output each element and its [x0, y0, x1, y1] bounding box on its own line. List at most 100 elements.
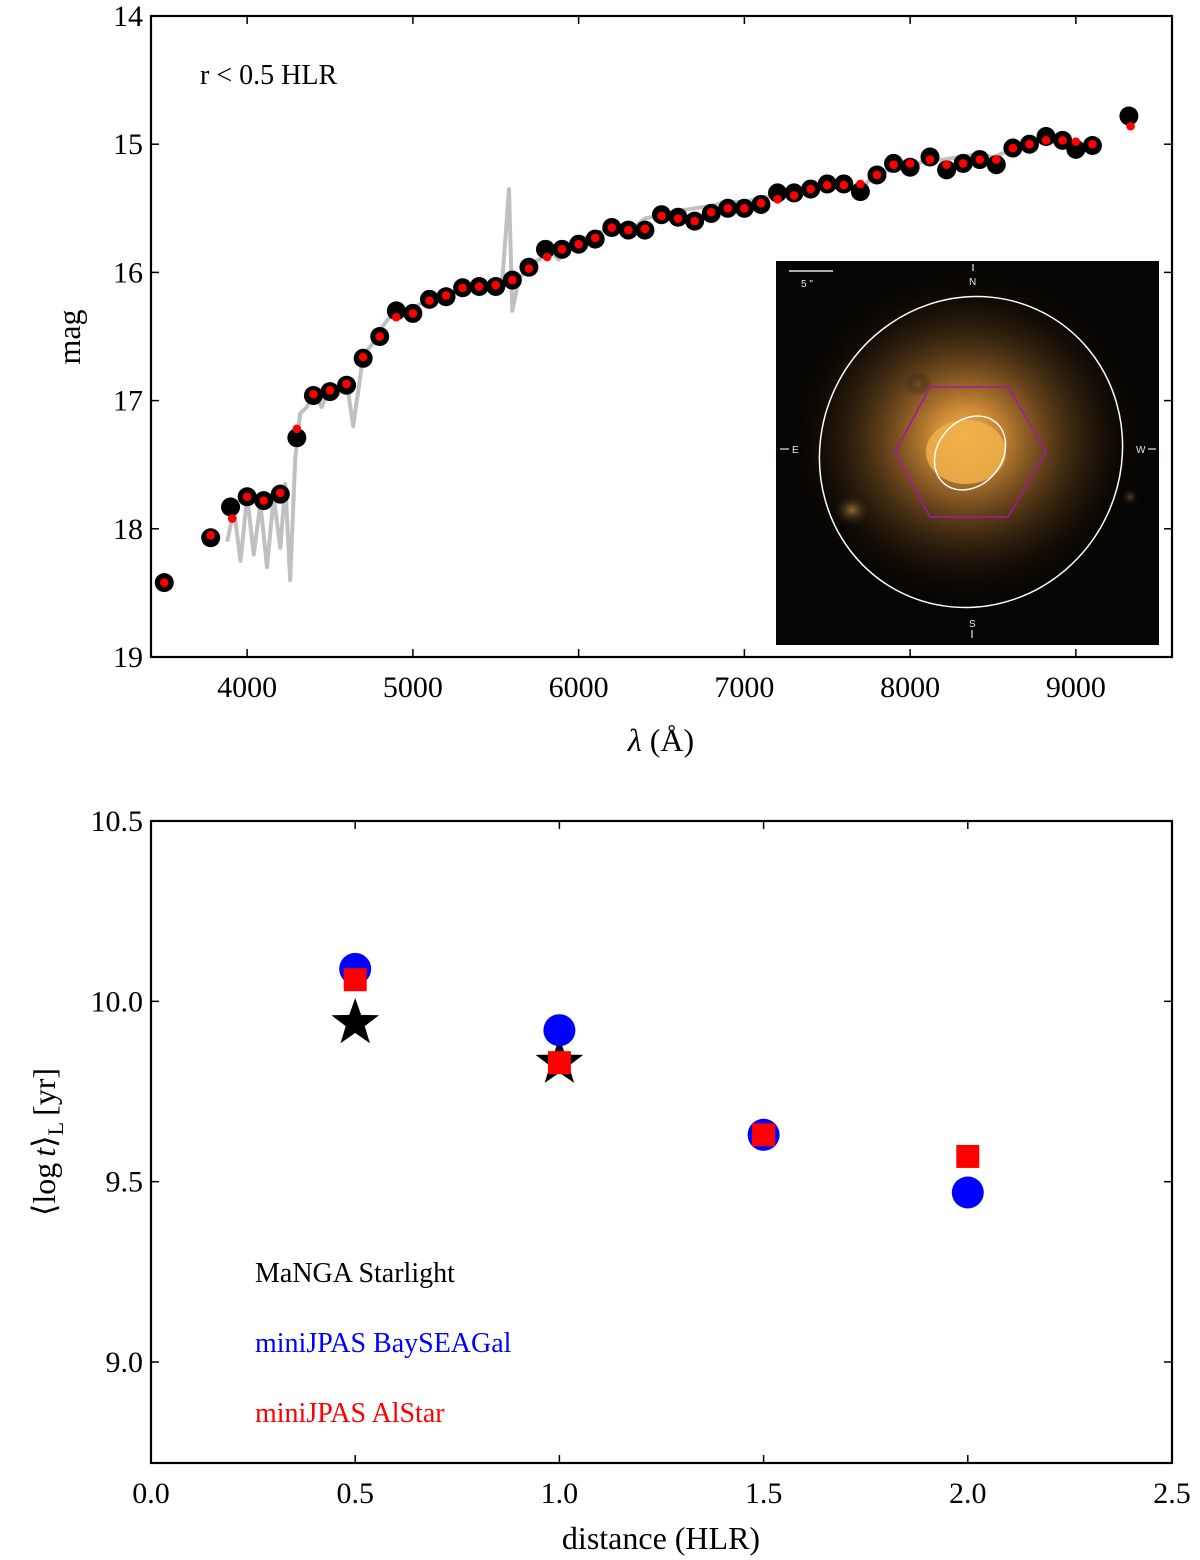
y-tick-label: 14	[113, 0, 143, 33]
legend-minijpas-alstar: miniJPAS AlStar	[255, 1398, 445, 1429]
model-point	[607, 223, 617, 232]
alstar-square	[956, 1144, 980, 1168]
model-point	[325, 386, 335, 395]
model-point	[905, 159, 915, 168]
manga-starlight-star	[331, 998, 379, 1044]
observed-point	[937, 160, 957, 180]
y-tick-label: 9.5	[106, 1166, 144, 1199]
companion-galaxy	[832, 493, 872, 527]
model-point	[227, 514, 237, 523]
model-point	[206, 530, 215, 540]
model-point	[856, 179, 865, 189]
alstar-square	[547, 1051, 571, 1075]
model-point	[358, 352, 368, 362]
x-tick-label: 5000	[383, 671, 443, 704]
model-point	[392, 312, 401, 322]
y-tick-label: 18	[113, 513, 143, 546]
model-point	[292, 424, 302, 434]
model-point	[789, 191, 799, 200]
model-point	[756, 198, 766, 208]
top-y-axis-label: mag	[51, 309, 87, 364]
bayseagal-circle	[951, 1176, 984, 1209]
model-point	[259, 496, 269, 505]
x-tick-label: 6000	[549, 671, 609, 704]
model-point	[1025, 139, 1034, 149]
spectrum-panel: 5 " N S E W r < 0.5 HLR 4000 5000 6000 7000…	[51, 0, 1174, 758]
alstar-square	[343, 968, 367, 992]
observed-point	[768, 183, 788, 203]
model-point	[706, 207, 716, 217]
model-point	[425, 296, 434, 305]
observed-point	[1066, 139, 1086, 159]
model-point	[242, 492, 252, 502]
age-points	[331, 952, 984, 1209]
model-point	[822, 180, 832, 190]
model-point	[474, 282, 484, 291]
ylabel-subscript: L	[43, 1122, 68, 1135]
model-point	[942, 160, 951, 170]
bottom-y-axis-label: ⟨log t⟩L [yr]	[26, 1068, 68, 1216]
x-tick-label: 7000	[714, 671, 774, 704]
model-point	[975, 155, 985, 164]
model-point	[508, 275, 517, 285]
model-point	[458, 283, 467, 293]
background-source	[1121, 488, 1139, 506]
bottom-plot-frame	[149, 819, 1174, 1465]
model-point	[590, 233, 600, 243]
model-point	[342, 379, 351, 389]
x-tick-label: 9000	[1046, 671, 1106, 704]
model-point	[673, 214, 683, 223]
model-point	[542, 252, 552, 262]
model-point	[275, 488, 285, 498]
y-tick-label: 16	[113, 256, 143, 289]
inner-ellipse	[933, 415, 1007, 491]
model-point	[375, 332, 385, 341]
model-point	[441, 291, 451, 300]
model-points	[159, 121, 1135, 587]
observed-point	[1119, 106, 1139, 126]
outer-ellipse	[818, 295, 1124, 609]
y-tick-label: 15	[113, 128, 143, 161]
model-point	[574, 239, 583, 249]
model-point	[1058, 136, 1067, 145]
model-point	[889, 160, 898, 170]
model-point	[839, 180, 849, 190]
model-point	[1126, 121, 1135, 131]
radius-annotation: r < 0.5 HLR	[200, 60, 337, 91]
x-tick-label: 4000	[217, 671, 277, 704]
ylabel-t: t	[26, 1147, 62, 1157]
model-point	[491, 280, 501, 290]
model-point	[992, 155, 1001, 164]
y-tick-label: 17	[113, 385, 143, 418]
legend-minijpas-bayseagal: miniJPAS BaySEAGal	[255, 1328, 512, 1359]
model-point	[624, 225, 633, 235]
model-point	[640, 224, 650, 234]
model-point	[1008, 143, 1018, 153]
ylabel-log: ⟨log	[26, 1163, 62, 1216]
x-tick-label: 1.0	[541, 1477, 579, 1510]
model-point	[657, 211, 666, 221]
angstrom-unit: (Å)	[650, 722, 694, 758]
model-point	[1041, 136, 1051, 145]
x-tick-label: 0.0	[132, 1477, 170, 1510]
model-point	[408, 309, 418, 318]
galaxy-inset-image: 5 " N S E W	[776, 261, 1159, 645]
compass-s: S	[969, 619, 976, 630]
scale-label: 5 "	[801, 279, 813, 290]
model-point	[806, 184, 815, 194]
observed-point	[221, 497, 241, 517]
x-tick-label: 8000	[880, 671, 940, 704]
compass-e: E	[792, 445, 799, 456]
observed-point	[850, 182, 870, 202]
y-tick-label: 19	[113, 641, 143, 674]
legend-manga-starlight: MaNGA Starlight	[255, 1258, 455, 1289]
x-tick-label: 1.5	[745, 1477, 783, 1510]
y-tick-label: 10.5	[91, 805, 144, 838]
model-point	[524, 264, 534, 273]
model-point	[1088, 139, 1097, 149]
observed-point	[386, 301, 406, 321]
bayseagal-circle	[543, 1014, 576, 1047]
model-point	[309, 389, 318, 399]
x-tick-label: 2.0	[949, 1477, 987, 1510]
model-point	[557, 245, 567, 254]
